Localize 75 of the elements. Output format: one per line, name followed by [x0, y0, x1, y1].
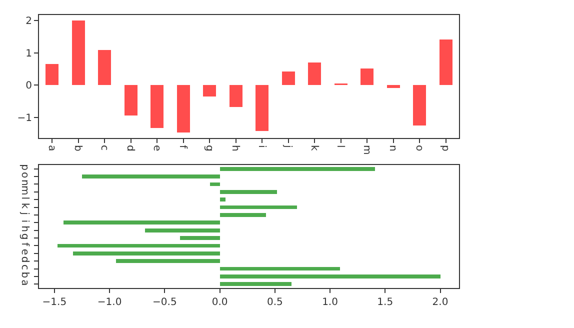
- bar: [98, 50, 112, 86]
- x-tick-label: h: [230, 145, 241, 152]
- x-tick-label: 1.0: [322, 297, 338, 308]
- x-tick-label: 0.5: [266, 297, 283, 308]
- y-tick-label: d: [19, 256, 30, 263]
- bar: [360, 68, 374, 86]
- y-tick-label: a: [19, 280, 30, 286]
- bar: [180, 236, 220, 240]
- x-tick-label: n: [387, 145, 398, 152]
- bar: [203, 85, 216, 97]
- y-tick-label: i: [19, 220, 30, 223]
- y-tick-label: o: [19, 172, 30, 178]
- x-tick-label: o: [413, 145, 424, 152]
- bar: [256, 85, 269, 131]
- bar: [58, 244, 220, 248]
- bar: [220, 213, 266, 217]
- x-tick-label: 0.0: [212, 297, 228, 308]
- y-tick-label: c: [19, 264, 30, 270]
- bar: [308, 62, 322, 86]
- x-tick-label: e: [150, 145, 162, 152]
- bar: [220, 282, 292, 286]
- bar: [386, 85, 400, 88]
- y-tick-label: b: [19, 272, 30, 278]
- bar: [116, 259, 220, 264]
- y-tick-label: e: [19, 248, 30, 255]
- x-tick-label: d: [124, 145, 136, 152]
- y-tick-label: l: [19, 196, 30, 200]
- y-tick-label: g: [19, 233, 30, 240]
- y-tick-label: k: [19, 202, 30, 209]
- bar: [220, 205, 297, 210]
- bar: [229, 85, 242, 108]
- x-tick-label: i: [256, 145, 267, 148]
- y-tick-label: h: [19, 226, 30, 232]
- bar: [124, 85, 138, 116]
- y-tick-label: p: [19, 164, 30, 171]
- bar: [220, 190, 278, 194]
- x-tick-label: −1.0: [97, 297, 122, 308]
- bar: [73, 251, 220, 256]
- bar: [150, 85, 164, 128]
- bar: [82, 174, 220, 178]
- x-tick-label: b: [72, 145, 84, 152]
- bar: [220, 166, 376, 171]
- bar: [220, 198, 226, 202]
- y-tick-label: m: [19, 186, 30, 196]
- x-tick-label: 1.5: [377, 297, 394, 308]
- x-tick-label: −1.5: [42, 297, 67, 308]
- x-tick-label: c: [98, 145, 110, 150]
- y-tick-label: n: [19, 180, 30, 186]
- bar: [439, 40, 452, 86]
- bar: [220, 274, 440, 278]
- x-tick-label: m: [360, 145, 372, 155]
- y-tick-label: 1: [26, 48, 32, 60]
- y-tick-label: j: [19, 211, 30, 215]
- x-tick-label: j: [282, 144, 294, 148]
- x-tick-label: 2.0: [432, 297, 448, 308]
- y-tick-label: −1: [17, 112, 32, 124]
- y-tick-label: 0: [26, 80, 32, 92]
- bar: [282, 72, 295, 86]
- bar: [220, 266, 340, 271]
- x-tick-label: −0.5: [152, 297, 177, 308]
- x-tick-label: f: [177, 145, 188, 149]
- bar: [63, 220, 220, 225]
- x-tick-label: l: [334, 145, 346, 148]
- bar: [176, 85, 190, 133]
- x-tick-label: g: [203, 145, 214, 152]
- bar: [46, 64, 59, 86]
- x-tick-label: a: [46, 145, 57, 152]
- x-tick-label: k: [308, 145, 320, 151]
- bar: [72, 20, 85, 86]
- y-tick-label: 2: [26, 16, 32, 27]
- bar: [413, 85, 426, 126]
- bar: [144, 228, 220, 232]
- x-tick-label: p: [440, 145, 451, 152]
- bar: [210, 182, 220, 186]
- y-tick-label: f: [19, 242, 30, 246]
